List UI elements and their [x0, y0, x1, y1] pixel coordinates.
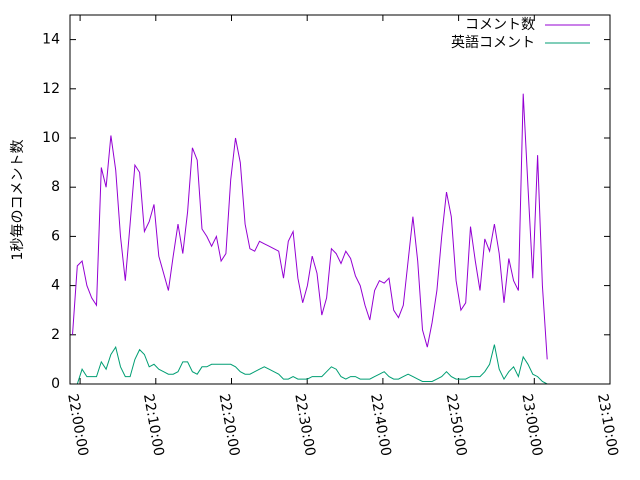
x-tick-label: 22:50:00: [443, 393, 470, 458]
x-tick-label: 23:00:00: [518, 393, 545, 458]
x-tick-label: 22:00:00: [64, 393, 91, 458]
y-tick-label: 14: [42, 32, 60, 48]
y-tick-label: 12: [42, 81, 60, 97]
legend-label: コメント数: [465, 17, 535, 33]
y-tick-label: 2: [51, 327, 60, 343]
x-tick-label: 23:10:00: [594, 393, 621, 458]
y-tick-label: 8: [51, 179, 60, 195]
plot-frame: [69, 14, 611, 385]
y-tick-label: 10: [42, 130, 60, 146]
x-tick-label: 22:30:00: [291, 393, 318, 458]
series-line: [72, 93, 548, 360]
legend-label: 英語コメント: [451, 34, 535, 51]
series-line: [72, 344, 548, 385]
y-axis-label: 1秒毎のコメント数: [10, 140, 26, 261]
x-tick-label: 22:10:00: [140, 393, 167, 458]
x-tick-label: 22:40:00: [367, 393, 394, 458]
y-tick-label: 0: [51, 376, 60, 392]
y-tick-label: 4: [51, 278, 60, 294]
x-tick-label: 22:20:00: [216, 393, 243, 458]
y-tick-label: 6: [51, 228, 60, 244]
